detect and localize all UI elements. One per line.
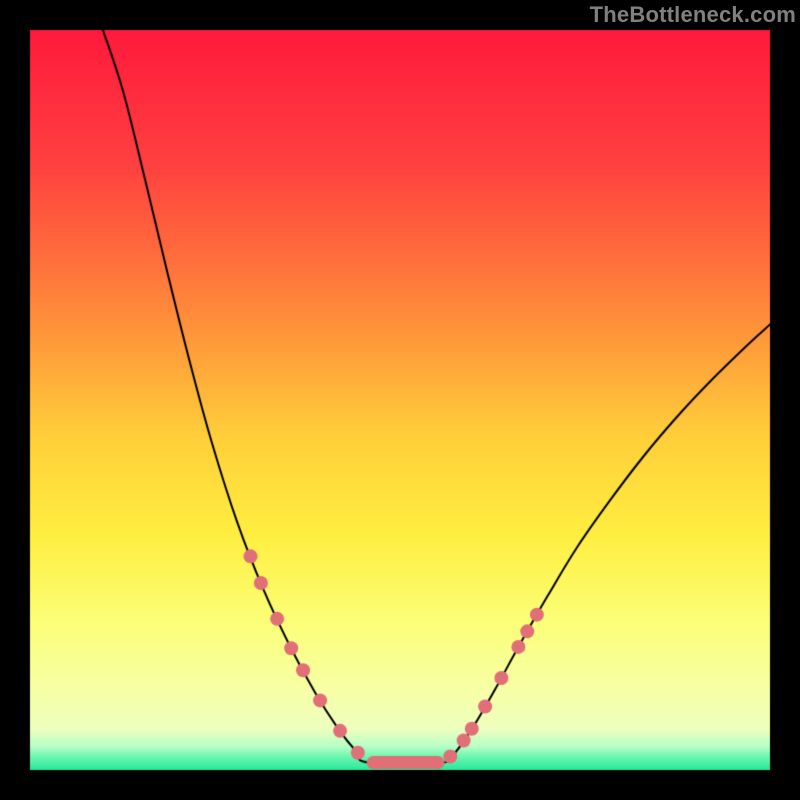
watermark-text: TheBottleneck.com xyxy=(590,2,796,28)
plot-canvas xyxy=(0,0,800,800)
stage: TheBottleneck.com xyxy=(0,0,800,800)
